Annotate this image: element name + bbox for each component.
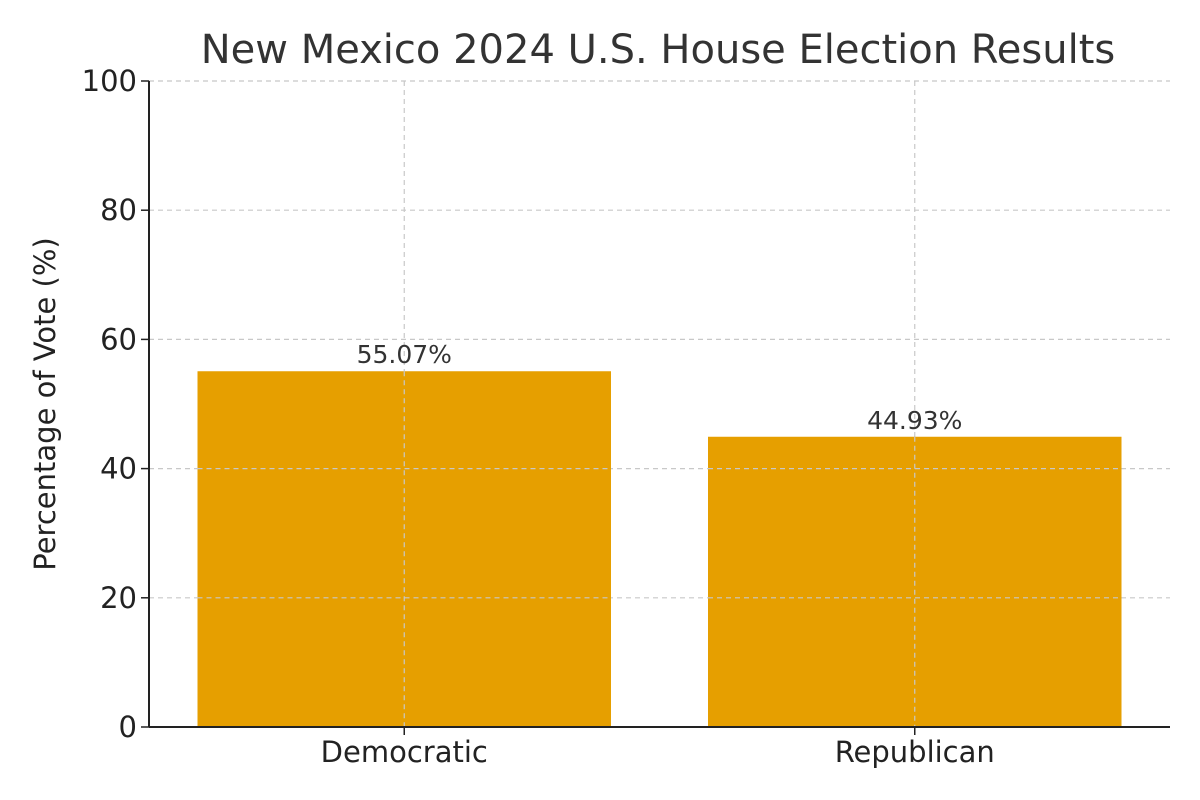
labels: 0 20 40 60 80 100 55.07% Democratic 44.93% Republ…	[82, 64, 995, 769]
y-tick-label: 100	[82, 64, 137, 98]
x-tick-label: Democratic	[321, 735, 488, 769]
y-axis-label: Percentage of Vote (%)	[28, 237, 62, 570]
chart-title: New Mexico 2024 U.S. House Election Resu…	[201, 27, 1116, 73]
data-label: 44.93%	[867, 406, 962, 435]
bars	[197, 371, 1122, 727]
y-tick-label: 0	[119, 710, 137, 744]
y-tick-label: 20	[100, 581, 137, 615]
x-tick-label: Republican	[835, 735, 995, 769]
axes	[141, 80, 1170, 735]
y-tick-label: 80	[100, 193, 137, 227]
y-tick-label: 60	[100, 322, 137, 356]
data-label: 55.07%	[357, 340, 452, 369]
bar-democratic	[197, 371, 612, 727]
y-tick-label: 40	[100, 452, 137, 486]
